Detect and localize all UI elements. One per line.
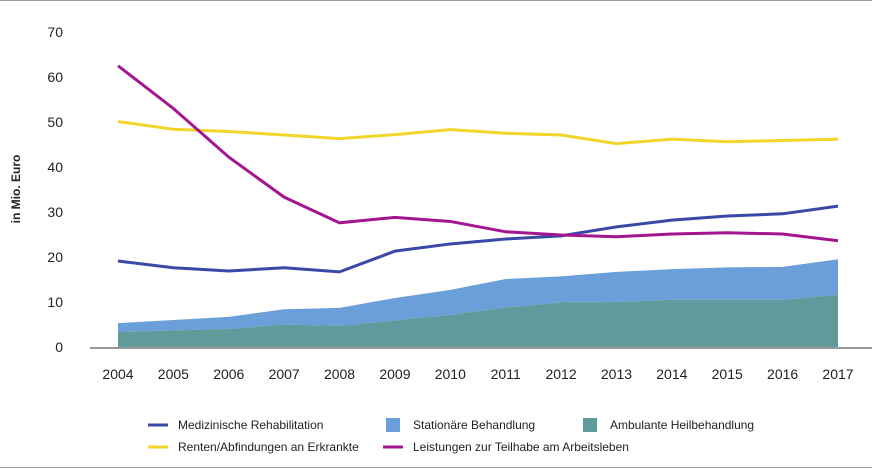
x-tick-label: 2017 <box>822 366 853 382</box>
y-tick-label: 50 <box>47 114 63 130</box>
x-tick-label: 2007 <box>269 366 300 382</box>
legend-label: Stationäre Behandlung <box>413 418 535 432</box>
x-tick-label: 2016 <box>767 366 798 382</box>
x-tick-label: 2014 <box>656 366 687 382</box>
series-line-1 <box>117 120 839 146</box>
legend-label: Medizinische Rehabilitation <box>178 418 323 432</box>
legend-swatch <box>386 418 400 432</box>
series-line-0 <box>117 204 839 274</box>
x-tick-label: 2015 <box>712 366 743 382</box>
x-tick-label: 2013 <box>601 366 632 382</box>
series-line-2 <box>117 64 839 243</box>
legend-swatch <box>583 418 597 432</box>
x-tick-label: 2009 <box>379 366 410 382</box>
x-tick-label: 2012 <box>545 366 576 382</box>
legend-label: Ambulante Heilbehandlung <box>610 418 754 432</box>
y-axis-label: in Mio. Euro <box>9 155 23 224</box>
legend-label: Leistungen zur Teilhabe am Arbeitsleben <box>413 440 629 454</box>
y-tick-label: 30 <box>47 204 63 220</box>
area-1 <box>118 259 838 333</box>
x-tick-label: 2010 <box>435 366 466 382</box>
y-tick-label: 0 <box>55 339 63 355</box>
legend-label: Renten/Abfindungen an Erkrankte <box>178 440 359 454</box>
y-tick-label: 20 <box>47 249 63 265</box>
y-tick-label: 60 <box>47 69 63 85</box>
x-tick-label: 2004 <box>102 366 133 382</box>
x-tick-label: 2008 <box>324 366 355 382</box>
y-tick-label: 70 <box>47 24 63 40</box>
y-tick-label: 10 <box>47 294 63 310</box>
y-tick-label: 40 <box>47 159 63 175</box>
area-0 <box>118 294 838 347</box>
x-tick-label: 2011 <box>491 366 521 382</box>
x-tick-label: 2006 <box>213 366 244 382</box>
x-tick-label: 2005 <box>158 366 189 382</box>
